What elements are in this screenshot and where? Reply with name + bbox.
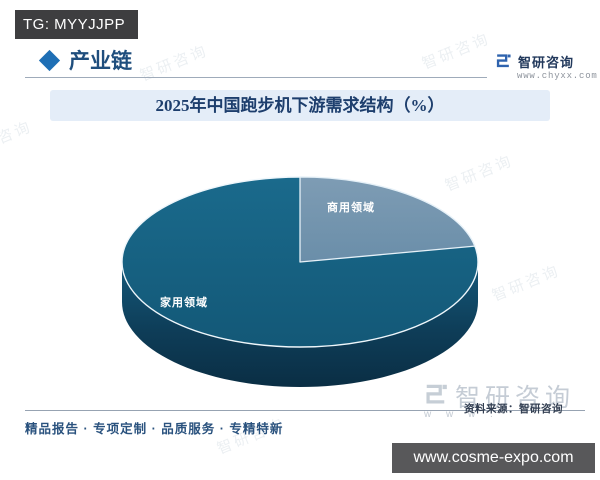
pie-label-home: 家用领域 <box>160 297 208 309</box>
pie-side <box>122 262 478 387</box>
brand-watermark-www: w w w . <box>424 409 499 420</box>
bottom-url-banner: www.cosme-expo.com <box>392 443 595 473</box>
pie-label-commercial: 商用领域 <box>327 202 375 214</box>
data-source-note: 资料来源：智研咨询 <box>464 403 563 415</box>
brand-name: 智研咨询 <box>518 55 575 70</box>
tg-badge: TG: MYYJJPP <box>15 10 138 39</box>
chart-title: 2025年中国跑步机下游需求结构（%） <box>50 90 550 121</box>
brand-website: www.chyxx.com <box>517 71 598 81</box>
pie-segment-commercial <box>299 176 476 263</box>
zhiyan-logo-watermark-icon <box>426 384 447 404</box>
section-title: 产业链 <box>69 49 132 73</box>
header-divider <box>25 77 487 78</box>
footer-tagline: 精品报告 · 专项定制 · 品质服务 · 专精特新 <box>25 422 284 436</box>
brand-watermark-text: 智研咨询 <box>455 384 576 412</box>
zhiyan-logo-icon <box>496 54 511 68</box>
footer-divider <box>25 410 585 411</box>
